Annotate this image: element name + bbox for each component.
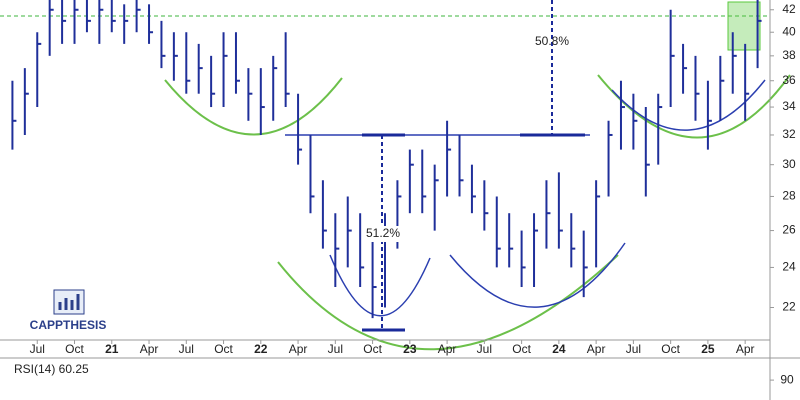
y-tick-label: 26 <box>782 223 796 237</box>
y-tick-label: 40 <box>782 24 796 38</box>
x-tick-label: Jul <box>179 342 194 356</box>
x-tick-label: 22 <box>254 342 268 356</box>
y-tick-label: 22 <box>782 300 796 314</box>
logo-icon <box>58 294 80 310</box>
y-tick-label: 34 <box>782 99 796 113</box>
x-tick-label: Apr <box>140 342 159 356</box>
label-bg <box>365 226 401 242</box>
y-tick-label: 42 <box>782 2 796 16</box>
annotation: 50.8% <box>535 34 569 48</box>
y-tick-label: 38 <box>782 48 796 62</box>
x-tick-label: Oct <box>661 342 680 356</box>
y-tick-label: 36 <box>782 73 796 87</box>
pattern-annotations <box>0 0 791 351</box>
arc <box>329 254 431 317</box>
x-tick-label: Jul <box>626 342 641 356</box>
y-tick-label: 32 <box>782 127 796 141</box>
indicator-title: RSI(14) 60.25 <box>14 362 89 376</box>
x-tick-label: 25 <box>701 342 715 356</box>
arc <box>164 77 343 136</box>
price-bars <box>11 0 762 319</box>
x-tick-label: Oct <box>363 342 382 356</box>
x-tick-label: 21 <box>105 342 119 356</box>
x-tick-label: Apr <box>736 342 755 356</box>
annotation: 51.2% <box>366 226 400 240</box>
x-tick-label: 24 <box>552 342 566 356</box>
x-tick-label: Oct <box>65 342 84 356</box>
x-tick-label: Apr <box>289 342 308 356</box>
x-tick-label: Apr <box>438 342 457 356</box>
x-tick-label: 23 <box>403 342 417 356</box>
x-tick-label: Jul <box>328 342 343 356</box>
x-tick-label: Jul <box>30 342 45 356</box>
y-tick-label: 30 <box>782 157 796 171</box>
arc <box>611 79 766 131</box>
arc <box>449 242 626 308</box>
logo: CAPPTHESIS <box>30 289 107 332</box>
x-tick-label: Oct <box>512 342 531 356</box>
y-tick-label: 28 <box>782 189 796 203</box>
y-tick-label: 90 <box>780 372 794 386</box>
x-tick-label: Oct <box>214 342 233 356</box>
x-tick-label: Apr <box>587 342 606 356</box>
watermark: CAPPTHESIS <box>30 318 107 332</box>
x-tick-label: Jul <box>477 342 492 356</box>
arc <box>277 254 619 351</box>
y-tick-label: 24 <box>782 260 796 274</box>
